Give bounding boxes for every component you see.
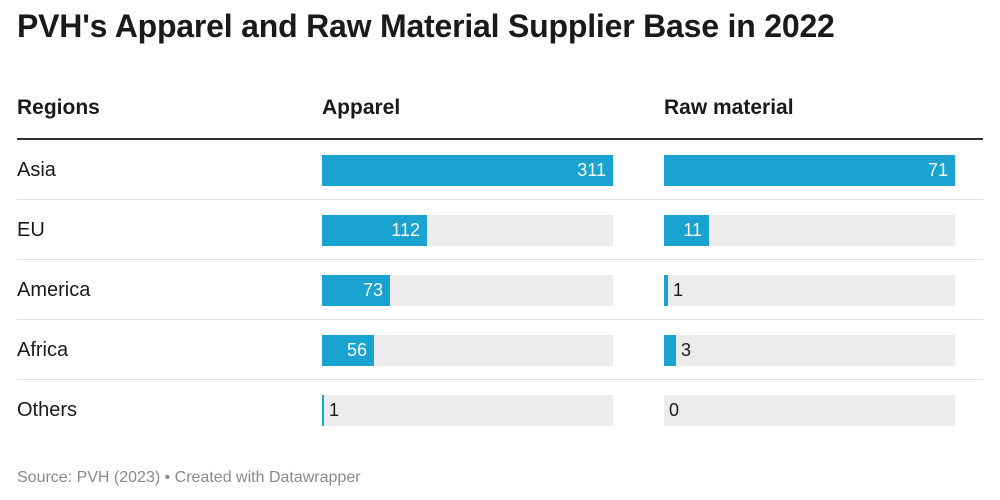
- header-divider: [17, 138, 983, 140]
- bar: [322, 155, 613, 186]
- region-label: Others: [17, 399, 78, 421]
- regions-column-header: Regions: [17, 96, 100, 119]
- bar-value-label: 3: [681, 340, 692, 360]
- table-row: Asia 311 71: [17, 140, 983, 200]
- bar-value-label: 73: [362, 280, 383, 300]
- bar-track: 311: [322, 155, 613, 186]
- region-label: Africa: [17, 339, 69, 361]
- apparel-column-header: Apparel: [322, 96, 401, 119]
- bar-value-label: 112: [391, 220, 420, 240]
- bar: [322, 335, 374, 366]
- bar-track: 1: [664, 275, 955, 306]
- bar: [664, 335, 676, 366]
- row-divider: [17, 259, 983, 260]
- bar-value-label: 311: [577, 160, 606, 180]
- bar-value-label: 56: [346, 340, 367, 360]
- bar: [322, 215, 427, 246]
- bar-track: 71: [664, 155, 955, 186]
- table-row: EU 112 11: [17, 200, 983, 260]
- bar-track: 112: [322, 215, 613, 246]
- row-divider: [17, 199, 983, 200]
- bar: [664, 275, 668, 306]
- bar-track: 73: [322, 275, 613, 306]
- bar-value-label: 0: [669, 400, 680, 420]
- table-row: Others 1 0: [17, 380, 983, 440]
- bar: [322, 395, 324, 426]
- region-label: America: [17, 279, 91, 301]
- bar: [664, 215, 709, 246]
- bar-value-label: 71: [927, 160, 948, 180]
- bar-track: 1: [322, 395, 613, 426]
- bar-track: 56: [322, 335, 613, 366]
- chart-title: PVH's Apparel and Raw Material Supplier …: [17, 8, 835, 44]
- row-divider: [17, 319, 983, 320]
- row-divider: [17, 379, 983, 380]
- bar-track: 3: [664, 335, 955, 366]
- bar: [322, 275, 390, 306]
- bar-track: 0: [664, 395, 955, 426]
- bar-value-label: 1: [329, 400, 340, 420]
- bar-track: 11: [664, 215, 955, 246]
- region-label: EU: [17, 219, 45, 241]
- bar-value-label: 1: [673, 280, 684, 300]
- table-row: Africa 56 3: [17, 320, 983, 380]
- bar: [664, 155, 955, 186]
- table-row: America 73 1: [17, 260, 983, 320]
- region-label: Asia: [17, 159, 56, 181]
- bar-value-label: 11: [683, 220, 702, 240]
- source-note: Source: PVH (2023) • Created with Datawr…: [17, 469, 361, 486]
- raw-material-column-header: Raw material: [664, 96, 794, 119]
